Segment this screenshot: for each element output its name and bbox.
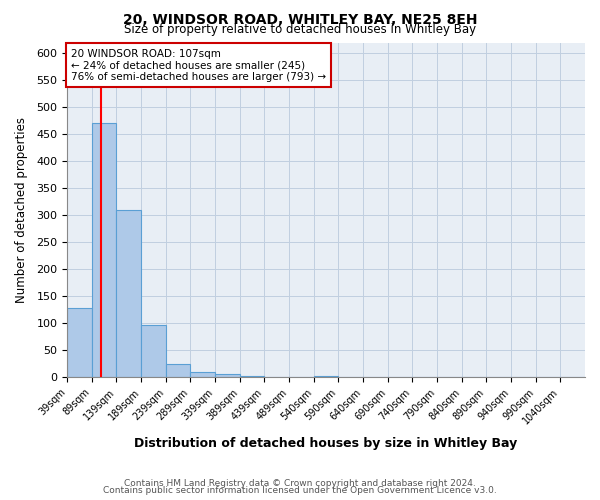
- Bar: [314, 376, 338, 377]
- Text: 20 WINDSOR ROAD: 107sqm
← 24% of detached houses are smaller (245)
76% of semi-d: 20 WINDSOR ROAD: 107sqm ← 24% of detache…: [71, 48, 326, 82]
- Bar: [166, 364, 190, 377]
- Bar: [141, 326, 166, 377]
- Bar: [265, 376, 289, 377]
- Bar: [560, 376, 585, 377]
- Y-axis label: Number of detached properties: Number of detached properties: [15, 117, 28, 303]
- Bar: [363, 376, 388, 377]
- Text: 20, WINDSOR ROAD, WHITLEY BAY, NE25 8EH: 20, WINDSOR ROAD, WHITLEY BAY, NE25 8EH: [123, 12, 477, 26]
- X-axis label: Distribution of detached houses by size in Whitley Bay: Distribution of detached houses by size …: [134, 437, 518, 450]
- Text: Contains public sector information licensed under the Open Government Licence v3: Contains public sector information licen…: [103, 486, 497, 495]
- Bar: [215, 374, 240, 377]
- Text: Contains HM Land Registry data © Crown copyright and database right 2024.: Contains HM Land Registry data © Crown c…: [124, 478, 476, 488]
- Bar: [67, 308, 92, 377]
- Bar: [92, 124, 116, 377]
- Bar: [116, 210, 141, 377]
- Bar: [190, 372, 215, 377]
- Bar: [240, 376, 265, 377]
- Text: Size of property relative to detached houses in Whitley Bay: Size of property relative to detached ho…: [124, 22, 476, 36]
